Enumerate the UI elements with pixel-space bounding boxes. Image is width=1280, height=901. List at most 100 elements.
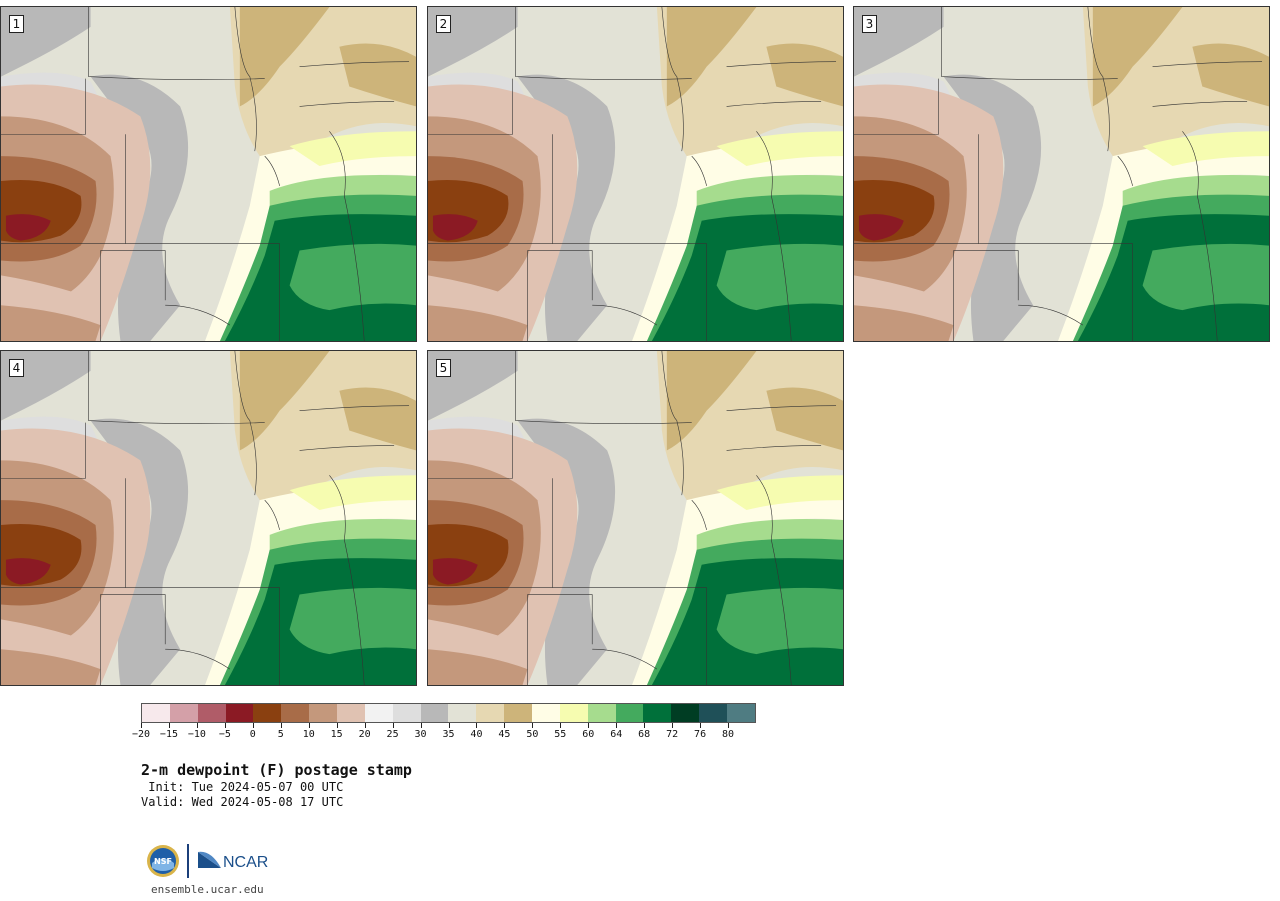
logo-divider [187,844,189,878]
dewpoint-map [1,351,416,685]
state-boundary [1152,61,1263,67]
dewpoint-region [239,7,330,107]
colorbar-swatch [142,704,170,722]
dewpoint-region [1192,43,1269,107]
dewpoint-region [289,131,416,167]
dewpoint-region [432,558,478,585]
dewpoint-region [1058,141,1269,341]
dewpoint-region [289,587,416,655]
dewpoint-region [1092,7,1183,107]
colorbar-tick [420,723,422,728]
state-boundary [299,101,395,107]
dewpoint-region [1142,243,1269,311]
colorbar-swatch [476,704,505,722]
colorbar-swatch [615,704,644,722]
dewpoint-region [428,305,528,341]
dewpoint-region [632,485,843,685]
dewpoint-region [766,387,843,451]
state-boundary [88,351,265,424]
panel-number: 5 [436,359,451,377]
dewpoint-region [90,74,189,341]
colorbar-swatch [392,704,421,722]
map-panel-2: 2 [427,6,844,342]
state-boundary [264,155,280,187]
dewpoint-region [289,475,416,511]
state-boundary [527,594,593,645]
colorbar-tick [448,723,450,728]
state-boundary [1087,7,1110,152]
colorbar-tick-label: 45 [498,729,511,740]
state-boundary [299,61,410,67]
dewpoint-region [432,214,478,241]
colorbar-swatch [643,704,672,722]
colorbar-tick [560,723,562,728]
nsf-logo: NSF [147,845,179,877]
state-boundary [1,78,86,135]
state-boundary [1018,304,1084,326]
state-boundary [854,78,939,135]
colorbar-tick-label: 30 [414,729,427,740]
colorbar-tick-label: 20 [358,729,371,740]
colorbar-tick-label: 0 [249,729,256,740]
chart-title: 2-m dewpoint (F) postage stamp [141,761,412,779]
dewpoint-region [339,43,416,107]
colorbar-tick-label: 55 [554,729,567,740]
map-panel-3: 3 [853,6,1270,342]
colorbar-swatch [532,704,560,722]
state-boundary [726,405,837,411]
state-boundary [941,7,1118,80]
state-boundary [661,351,684,496]
map-panel-4: 4 [0,350,417,686]
colorbar-swatch [699,704,728,722]
colorbar-tick [532,723,534,728]
dewpoint-region [239,351,330,451]
dewpoint-region [269,174,416,236]
colorbar-swatch [197,704,226,722]
dewpoint-region [854,305,954,341]
colorbar-tick [308,723,310,728]
state-boundary [299,405,410,411]
state-boundary [264,499,280,531]
dewpoint-region [269,518,416,580]
ncar-logo-text: NCAR [223,854,268,871]
state-boundary [428,422,513,479]
state-boundary [88,7,265,80]
colorbar-swatch [587,704,616,722]
state-boundary [527,250,593,301]
panel-number: 2 [436,15,451,33]
dewpoint-region [517,74,616,341]
colorbar-tick [476,723,478,728]
colorbar-tick-label: 25 [386,729,399,740]
colorbar-tick-label: 60 [582,729,595,740]
colorbar-tick [141,723,142,728]
state-boundary [592,648,658,670]
colorbar-tick-label: −10 [187,729,206,740]
colorbar-swatch [309,704,338,722]
state-boundary [756,131,792,341]
state-boundary [953,250,1019,301]
dewpoint-region [428,649,528,685]
colorbar [141,703,756,723]
dewpoint-region [696,174,843,236]
ncar-logo: NCAR [198,851,268,871]
colorbar-tick [336,723,338,728]
dewpoint-region [5,558,51,585]
state-boundary [726,61,837,67]
dewpoint-region [632,141,843,341]
colorbar-tick [504,723,506,728]
colorbar-swatch [504,704,533,722]
state-boundary [691,155,707,187]
colorbar-swatch [559,704,588,722]
state-boundary [428,78,513,135]
state-boundary [1182,131,1218,341]
state-boundary [329,475,365,685]
colorbar-tick [588,723,590,728]
colorbar-tick-label: 50 [526,729,539,740]
dewpoint-region [205,485,416,685]
colorbar-tick-label: 76 [694,729,707,740]
colorbar-swatch [420,704,449,722]
colorbar-tick-label: 15 [330,729,343,740]
dewpoint-region [716,243,843,311]
dewpoint-region [696,518,843,580]
colorbar-swatch [671,704,700,722]
